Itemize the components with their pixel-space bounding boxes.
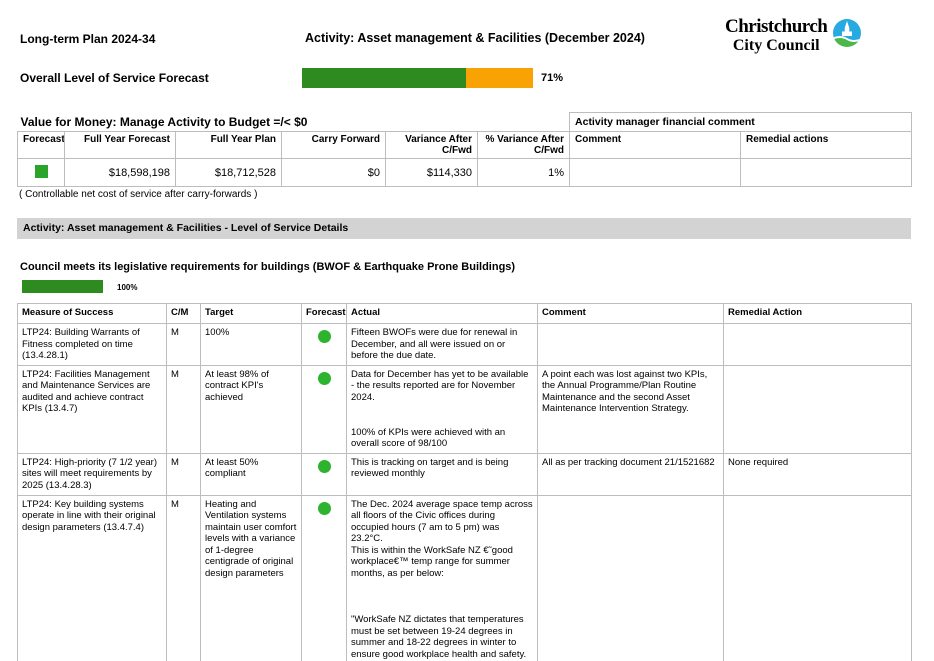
vfm-full-year-plan: $18,712,528 [175, 158, 282, 187]
los-target: At least 50% compliant [200, 452, 302, 496]
vfm-pct-variance-after-cfwd: 1% [476, 158, 571, 187]
los-target: At least 98% of contract KPI's achieved [200, 364, 302, 454]
value-for-money-table: Value for Money: Manage Activity to Budg… [17, 112, 913, 187]
los-cm: M [166, 323, 201, 366]
vfm-col-full-year-plan: Full Year Plan [175, 131, 282, 159]
los-remedial: None required [723, 452, 912, 496]
los-col-actual: Actual [346, 303, 538, 324]
los-remedial [723, 323, 912, 366]
los-table-row: LTP24: Building Warrants of Fitness comp… [17, 323, 912, 366]
los-forecast-cell [301, 323, 347, 366]
vfm-row: $18,598,198 $18,712,528 $0 $114,330 1% [17, 158, 913, 187]
los-cm: M [166, 364, 201, 454]
los-table-row: LTP24: Facilities Management and Mainten… [17, 364, 912, 454]
forecast-green-dot-icon [317, 501, 331, 515]
los-col-measure: Measure of Success [17, 303, 167, 324]
activity-manager-financial-comment-header: Activity manager financial comment [569, 112, 913, 132]
los-col-remedial: Remedial Action [723, 303, 912, 324]
los-table-row: LTP24: High-priority (7 1/2 year) sites … [17, 452, 912, 496]
los-cm: M [166, 494, 201, 661]
los-remedial [723, 494, 912, 661]
los-comment: A point each was lost against two KPIs, … [537, 364, 724, 454]
logo-line2: City Council [732, 37, 820, 54]
los-comment [537, 323, 724, 366]
vfm-carry-forward: $0 [281, 158, 386, 187]
los-col-cm: C/M [166, 303, 201, 324]
forecast-green-square-icon [34, 164, 48, 178]
ccc-logo: Christchurch City Council [725, 17, 862, 54]
forecast-bar-green-segment [302, 68, 466, 88]
los-col-comment: Comment [537, 303, 724, 324]
forecast-green-dot-icon [317, 371, 331, 385]
los-forecast-cell [301, 452, 347, 496]
los-forecast-cell [301, 494, 347, 661]
los-actual: Data for December has yet to be availabl… [346, 364, 538, 454]
vfm-col-full-year-forecast: Full Year Forecast [64, 131, 176, 159]
los-actual: Fifteen BWOFs were due for renewal in De… [346, 323, 538, 366]
vfm-col-variance-after-cfwd: Variance After C/Fwd [385, 131, 478, 159]
los-col-forecast: Forecast [301, 303, 347, 324]
los-comment [537, 494, 724, 661]
forecast-bar-orange-segment [466, 68, 533, 88]
overall-forecast-bar [302, 68, 533, 88]
plan-title: Long-term Plan 2024-34 [20, 32, 156, 46]
vfm-comment [569, 158, 742, 187]
los-section-title: Council meets its legislative requiremen… [20, 261, 516, 273]
ccc-logo-text: Christchurch City Council [725, 16, 828, 54]
los-actual: The Dec. 2024 average space temp across … [346, 494, 538, 661]
vfm-forecast-cell [17, 158, 65, 187]
los-measure: LTP24: Facilities Management and Mainten… [17, 364, 167, 454]
overall-forecast-percent: 71% [541, 72, 564, 84]
los-table-row: LTP24: Key building systems operate in l… [17, 494, 912, 661]
vfm-remedial-actions [740, 158, 913, 187]
los-measure: LTP24: High-priority (7 1/2 year) sites … [17, 452, 167, 496]
vfm-col-forecast: Forecast [17, 131, 65, 159]
vfm-variance-after-cfwd: $114,330 [385, 158, 478, 187]
los-actual: This is tracking on target and is being … [346, 452, 538, 496]
section-banner: Activity: Asset management & Facilities … [17, 218, 911, 239]
los-section-percent: 100% [117, 283, 138, 292]
value-for-money-title: Value for Money: Manage Activity to Budg… [20, 114, 308, 129]
vfm-footnote: ( Controllable net cost of service after… [19, 189, 258, 200]
los-cm: M [166, 452, 201, 496]
los-forecast-cell [301, 364, 347, 454]
overall-forecast-label: Overall Level of Service Forecast [20, 71, 209, 85]
forecast-green-dot-icon [317, 330, 331, 343]
vfm-col-carry-forward: Carry Forward [281, 131, 386, 159]
los-comment: All as per tracking document 21/1521682 [537, 452, 724, 496]
activity-title: Activity: Asset management & Facilities … [305, 31, 645, 45]
los-col-target: Target [200, 303, 302, 324]
los-target: 100% [200, 323, 302, 366]
logo-line1: Christchurch [725, 16, 828, 37]
forecast-green-dot-icon [317, 459, 331, 473]
los-details-table: Measure of Success C/M Target Forecast A… [17, 303, 912, 661]
vfm-col-comment: Comment [569, 131, 742, 159]
los-target: Heating and Ventilation systems maintain… [200, 494, 302, 661]
vfm-col-pct-variance-after-cfwd: % Variance After C/Fwd [476, 131, 571, 159]
ccc-cathedral-icon [832, 18, 862, 53]
los-measure: LTP24: Building Warrants of Fitness comp… [17, 323, 167, 366]
vfm-col-remedial-actions: Remedial actions [740, 131, 913, 159]
los-section-bar [22, 280, 103, 293]
los-remedial [723, 364, 912, 454]
los-measure: LTP24: Key building systems operate in l… [17, 494, 167, 661]
vfm-full-year-forecast: $18,598,198 [64, 158, 176, 187]
